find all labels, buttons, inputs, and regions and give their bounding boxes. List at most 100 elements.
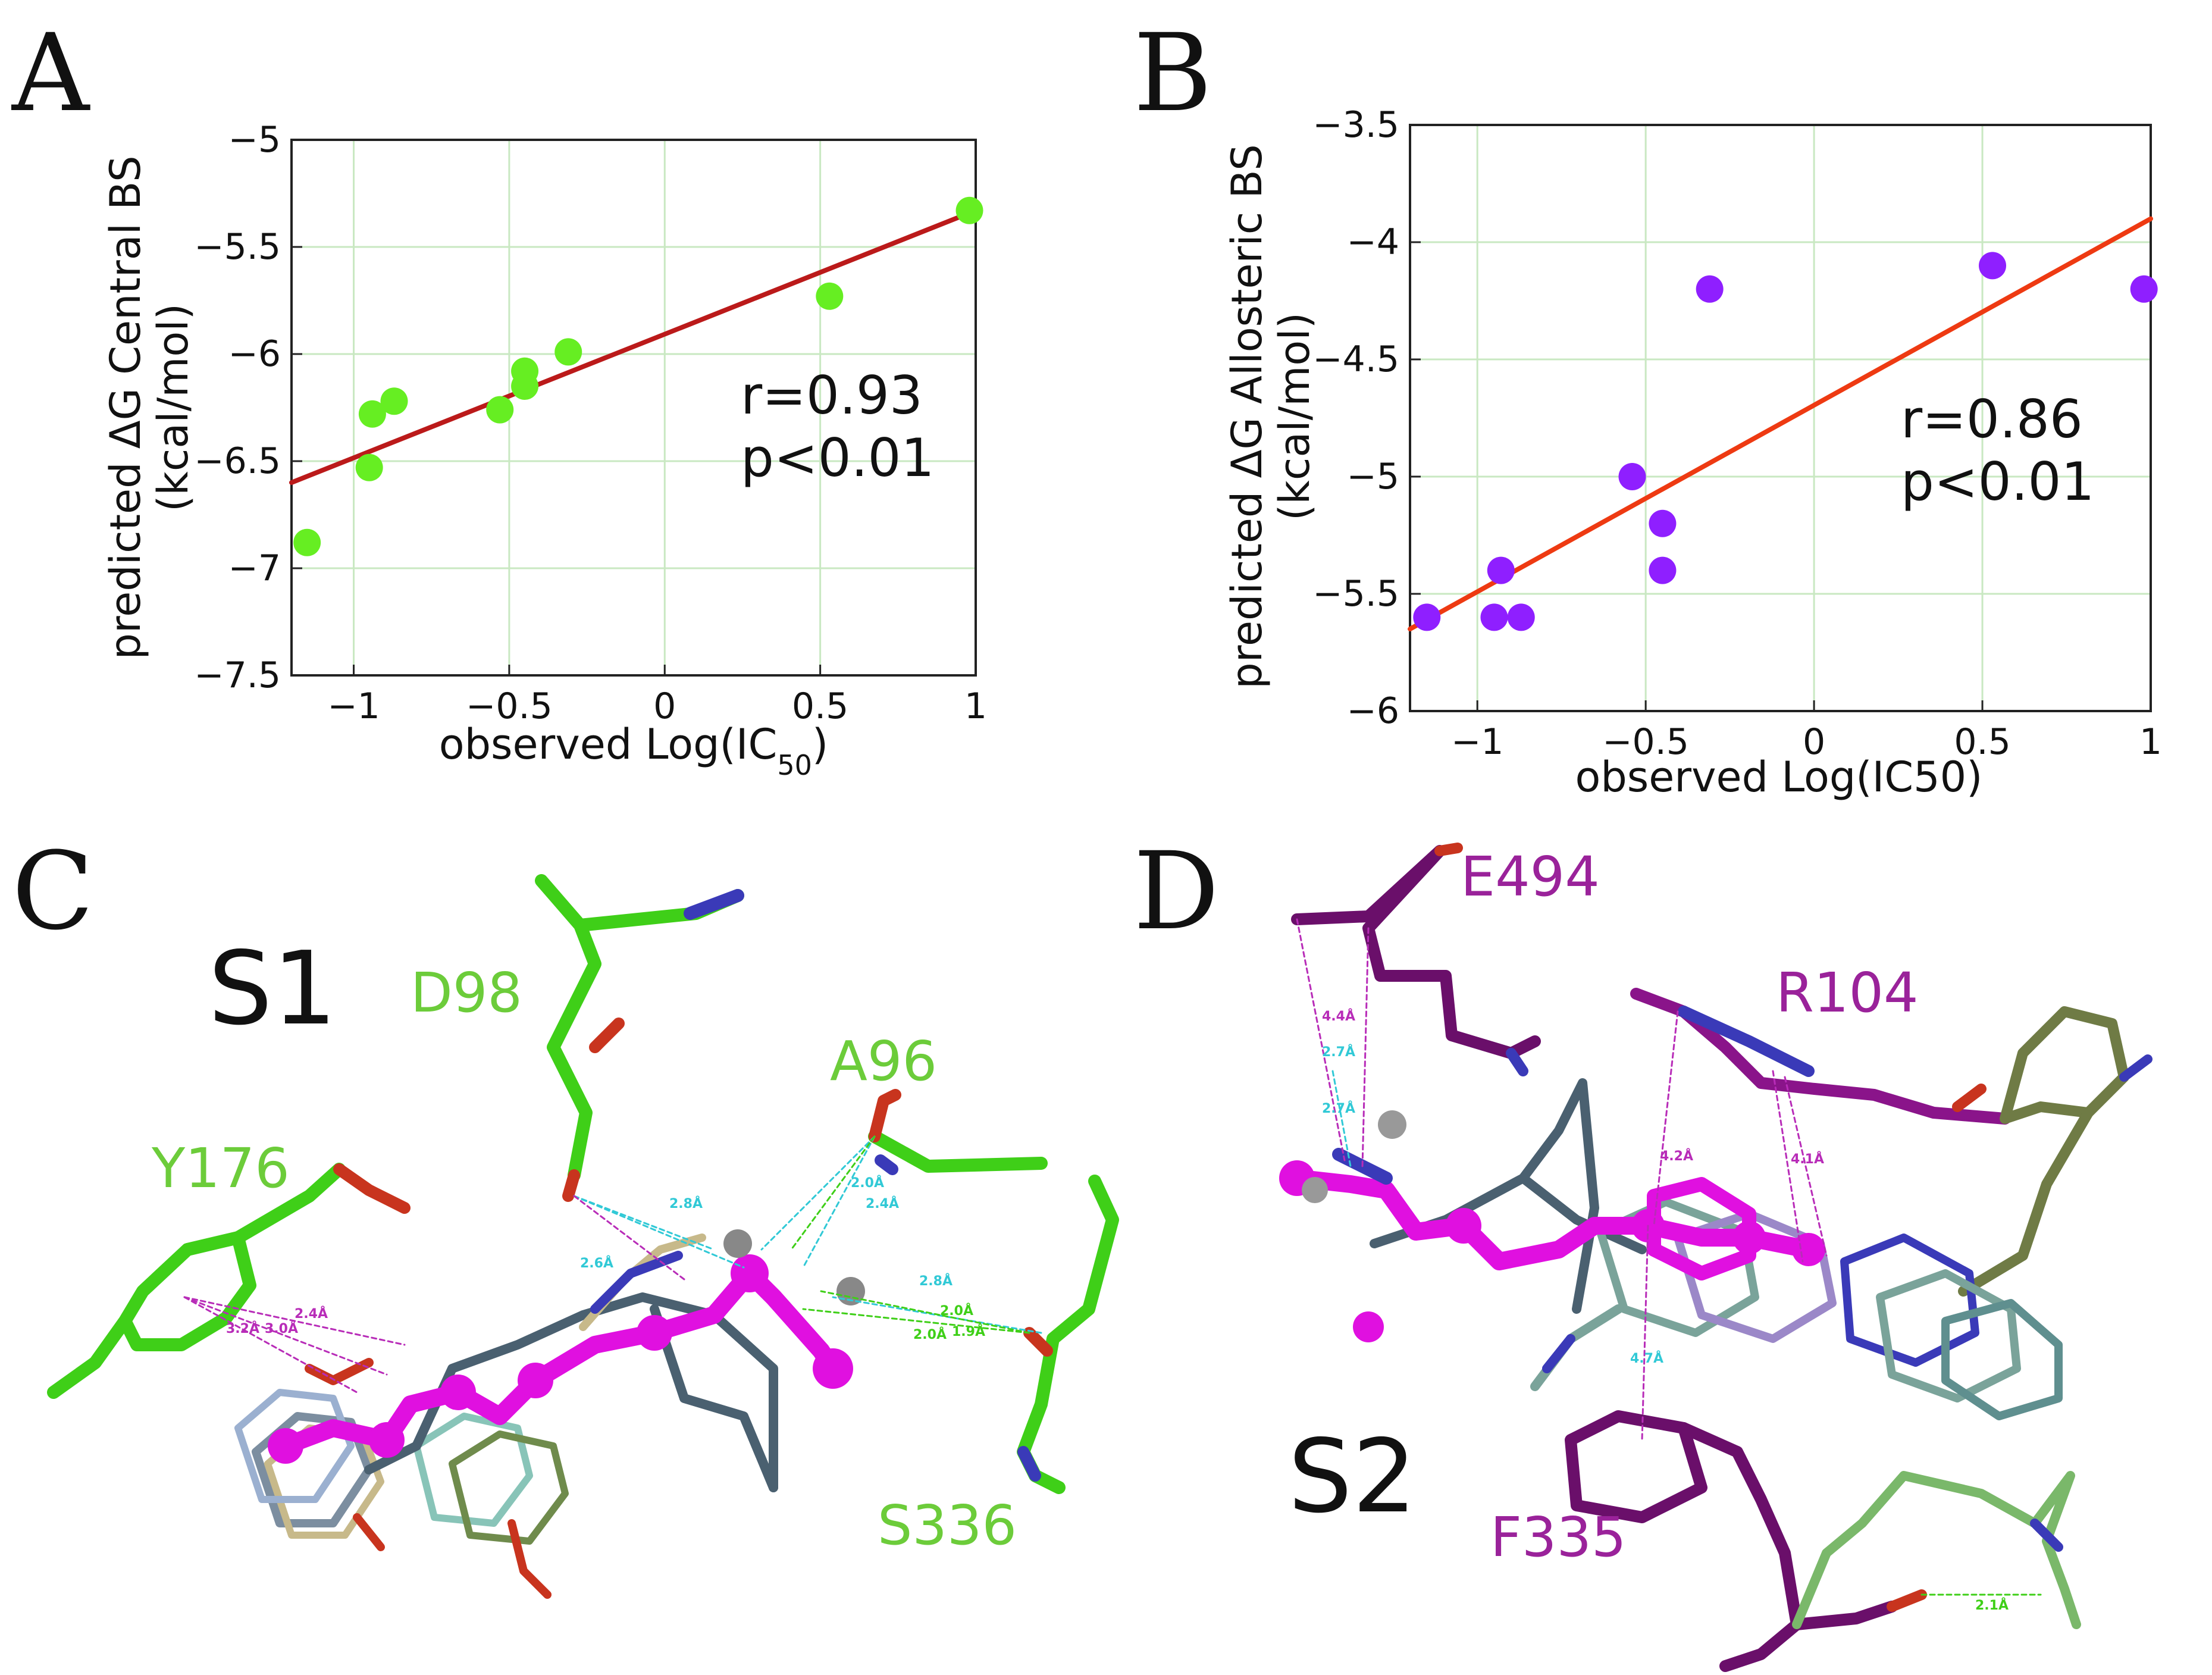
chart-b-ylabel-line1: predicted ΔG Allosteric BS [1223, 144, 1271, 688]
d-dist-green-1: 2.1Å [1975, 1598, 2009, 1613]
chart-a-annotation-r: r=0.93 [741, 365, 923, 426]
c-dist-cyan-5: 2.8Å [919, 1273, 953, 1289]
chart-a-ytick-label: −5.5 [194, 226, 281, 268]
chart-a-marks [289, 196, 983, 556]
c-dist-cyan-4: 2.0Å [851, 1175, 884, 1191]
chart-b-xtick-label: −1 [1451, 721, 1503, 763]
chart-b-point-4 [1507, 603, 1535, 631]
c-dist-magenta-3: 2.4Å [294, 1306, 328, 1322]
panel-d-label: D [1133, 829, 1219, 954]
chart-a-ylabel-line1: predicted ΔG Central BS [101, 155, 150, 659]
chart-b-point-9 [1979, 252, 2007, 280]
d-dist-magenta-1: 4.4Å [1322, 1009, 1355, 1024]
chart-b-point-1 [1413, 603, 1441, 631]
panel-c-label: C [12, 829, 94, 954]
chart-a-point-5 [486, 396, 514, 424]
chart-a-ticks: −1 −0.5 0 0.5 1 −7.5 −7 −6.5 −6 −5.5 −5 [194, 119, 987, 727]
chart-b-ytick-label: −6 [1347, 690, 1399, 732]
chart-b-xtick-label: 0 [1803, 721, 1825, 763]
chart-b-xtick-label: 0.5 [1954, 721, 2010, 763]
chart-a-xtick-label: 0.5 [792, 685, 848, 727]
panel-b-label: B [1133, 11, 1212, 136]
chart-a-ytick-label: −5 [228, 119, 281, 161]
chart-b-point-2 [1480, 603, 1508, 631]
c-dist-cyan-1: 2.8Å [669, 1196, 703, 1211]
chart-b-xtick-label: 1 [2139, 721, 2162, 763]
chart-b-ytick-label: −5.5 [1312, 573, 1399, 615]
panel-d: D S2 [1133, 829, 2153, 1672]
chart-b-point-7 [1649, 556, 1677, 584]
d-dist-cyan-2: 2.7Å [1322, 1101, 1355, 1116]
chart-a-ylabel-line2: (kcal/mol) [149, 303, 198, 512]
c-dist-green-3: 2.0Å [940, 1303, 973, 1319]
panel-c-site-label: S1 [208, 930, 337, 1048]
chart-b-xlabel: observed Log(IC50) [1575, 753, 1983, 802]
chart-b-ytick-label: −4 [1347, 221, 1399, 263]
panel-c: C S1 [12, 829, 1119, 1599]
chart-a-point-3 [358, 400, 386, 428]
panel-d-molecules [1279, 843, 2153, 1672]
chart-b-marks [1408, 216, 2158, 632]
chart-a-point-7 [511, 372, 539, 400]
residue-label-d98: D98 [411, 961, 522, 1025]
residue-label-a96: A96 [830, 1029, 937, 1093]
panel-b: B −1 −0.5 0 0.5 1 −6 −5.5 −5 −4.5 −4 −3.5 observed… [1133, 11, 2162, 802]
residue-label-y176: Y176 [151, 1137, 290, 1200]
d-dist-cyan-3: 4.7Å [1630, 1351, 1663, 1366]
c-dist-cyan-2: 2.4Å [866, 1196, 899, 1211]
c-dist-green-2: 1.9Å [952, 1324, 985, 1339]
chart-a-point-9 [816, 282, 844, 310]
residue-label-s336: S336 [878, 1494, 1017, 1557]
chart-b-ticks: −1 −0.5 0 0.5 1 −6 −5.5 −5 −4.5 −4 −3.5 [1312, 104, 2162, 763]
panel-a: A −1 −0.5 0 0.5 1 −7.5 −7 −6.5 −6 −5.5 −5 observed… [11, 11, 987, 781]
chart-a-point-2 [355, 453, 383, 481]
chart-a-xtick-label: −1 [327, 685, 380, 727]
chart-b-ytick-label: −5 [1347, 456, 1399, 497]
chart-a-point-10 [955, 196, 983, 224]
d-dist-cyan-1: 2.7Å [1322, 1044, 1355, 1060]
panel-c-distance-labels: 2.8Å 2.4Å 2.6Å 2.0Å 2.8Å 2.0Å 1.9Å 2.0Å … [226, 1175, 985, 1342]
chart-a-ytick-label: −7.5 [194, 655, 281, 696]
chart-a-xtick-label: 0 [653, 685, 676, 727]
chart-b-fit-line [1408, 216, 2153, 632]
residue-label-e494: E494 [1461, 845, 1600, 909]
residue-label-f335: F335 [1490, 1505, 1627, 1569]
chart-a-annotation-p: p<0.01 [741, 427, 935, 489]
c-dist-cyan-3: 2.6Å [580, 1256, 613, 1271]
chart-b-ylabel-line2: (kcal/mol) [1270, 312, 1319, 521]
chart-a-fit-line [289, 208, 978, 485]
chart-a-xtick-label: 1 [964, 685, 987, 727]
chart-b-frame [1409, 124, 2152, 712]
chart-a-ytick-label: −6.5 [194, 440, 281, 482]
chart-b-annotation-r: r=0.86 [1901, 389, 2083, 450]
chart-a-xtick-label: −0.5 [466, 685, 553, 727]
chart-b-xtick-label: −0.5 [1602, 721, 1689, 763]
chart-b-annotation-p: p<0.01 [1901, 451, 2095, 512]
chart-b-point-5 [1618, 463, 1646, 490]
panel-d-site-label: S2 [1288, 1418, 1417, 1536]
chart-a-point-4 [380, 387, 408, 415]
chart-a-ytick-label: −7 [228, 547, 281, 589]
chart-b-point-8 [1696, 275, 1724, 303]
chart-a-xlabel: observed Log(IC50) [439, 720, 828, 781]
chart-a: −1 −0.5 0 0.5 1 −7.5 −7 −6.5 −6 −5.5 −5 observed L… [101, 119, 987, 781]
chart-b-ytick-label: −3.5 [1312, 104, 1399, 146]
chart-b-ytick-label: −4.5 [1312, 339, 1399, 380]
chart-b-point-6 [1649, 509, 1677, 537]
panel-d-distance-labels: 2.7Å 2.7Å 4.7Å 4.4Å 4.2Å 4.1Å 2.1Å [1322, 1009, 2009, 1613]
chart-b-point-10 [2130, 275, 2158, 303]
c-dist-green-1: 2.0Å [913, 1327, 947, 1342]
d-dist-magenta-3: 4.1Å [1791, 1151, 1824, 1167]
d-dist-magenta-2: 4.2Å [1660, 1148, 1693, 1164]
panel-c-molecules [47, 874, 1119, 1599]
chart-a-frame [290, 139, 977, 677]
chart-a-point-1 [293, 528, 321, 556]
chart-a-ytick-label: −6 [228, 333, 281, 375]
c-dist-magenta-2: 3.0Å [265, 1321, 298, 1336]
panel-a-label: A [11, 11, 90, 136]
chart-a-point-8 [554, 338, 582, 366]
chart-b: −1 −0.5 0 0.5 1 −6 −5.5 −5 −4.5 −4 −3.5 observed L… [1223, 104, 2162, 802]
chart-b-point-3 [1487, 556, 1515, 584]
c-dist-magenta-1: 3.2Å [226, 1321, 259, 1336]
